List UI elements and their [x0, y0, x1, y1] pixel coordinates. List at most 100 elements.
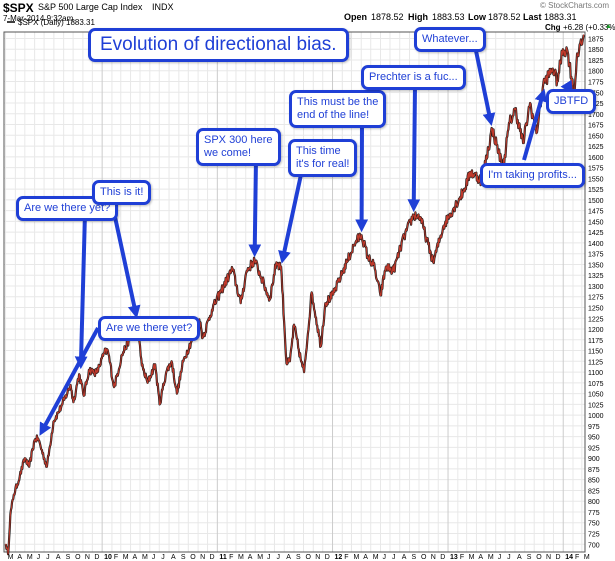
chg-label: Chg	[545, 23, 561, 32]
price-line	[5, 34, 585, 555]
chart-header: $SPX S&P 500 Large Cap Index INDX © Stoc…	[0, 0, 615, 34]
data-point	[285, 362, 288, 365]
x-tick-label: M	[27, 554, 33, 561]
data-point	[69, 384, 72, 386]
x-tick-label: N	[85, 554, 90, 561]
y-tick-label: 1775	[588, 80, 604, 87]
y-tick-label: 1850	[588, 47, 604, 54]
data-point	[246, 270, 248, 272]
data-point	[107, 349, 109, 352]
y-tick-label: 1575	[588, 166, 604, 173]
y-tick-label: 950	[588, 435, 600, 442]
callout-prechter: Prechter is a fuc...	[361, 65, 466, 90]
y-tick-label: 925	[588, 445, 600, 452]
data-point	[320, 345, 322, 347]
data-point	[72, 401, 75, 403]
data-point	[240, 302, 242, 304]
data-point	[379, 294, 382, 297]
x-tick-label: F	[575, 554, 579, 561]
data-point	[556, 80, 558, 83]
x-tick-label: A	[517, 554, 522, 561]
data-point	[355, 240, 357, 242]
watermark: © StockCharts.com	[540, 1, 610, 10]
data-point	[562, 48, 564, 50]
callout-spx-300: SPX 300 here we come!	[196, 128, 281, 166]
data-point	[61, 403, 63, 405]
callout-for-real: This time it's for real!	[288, 139, 358, 177]
x-tick-label: J	[46, 554, 50, 561]
data-point	[28, 466, 30, 468]
data-point	[413, 214, 415, 216]
y-tick-label: 1075	[588, 381, 604, 388]
x-tick-label: O	[190, 554, 196, 561]
x-tick-label: 14	[565, 554, 573, 561]
data-point	[367, 257, 369, 259]
y-tick-label: 1550	[588, 176, 604, 183]
x-tick-label: S	[412, 554, 417, 561]
x-tick-label: M	[373, 554, 379, 561]
chart-title-callout: Evolution of directional bias.	[88, 28, 349, 62]
data-point	[462, 190, 465, 192]
y-tick-label: 1150	[588, 349, 603, 356]
data-point	[535, 132, 537, 134]
y-tick-label: 1650	[588, 133, 604, 140]
data-point	[78, 373, 80, 375]
data-point	[121, 354, 123, 356]
data-point	[253, 259, 256, 261]
data-point	[583, 34, 585, 36]
data-point	[392, 270, 395, 272]
data-point	[146, 382, 149, 384]
data-point	[385, 266, 387, 268]
callout-this-is-it: This is it!	[92, 180, 152, 205]
data-point	[154, 363, 156, 365]
x-tick-label: F	[344, 554, 348, 561]
x-tick-label: A	[402, 554, 407, 561]
y-tick-label: 1700	[588, 112, 604, 119]
data-point	[443, 225, 445, 227]
x-tick-label: N	[200, 554, 205, 561]
y-tick-label: 1825	[588, 58, 604, 65]
x-tick-label: 10	[104, 554, 112, 561]
legend-label: $SPX (Daily) 1883.31	[18, 18, 95, 27]
data-point	[103, 352, 105, 354]
x-tick-label: 12	[335, 554, 343, 561]
arrow-there-yet-2	[39, 327, 100, 436]
y-tick-label: 1200	[588, 327, 604, 334]
x-tick-label: J	[382, 554, 386, 561]
data-point	[567, 50, 569, 52]
y-tick-label: 975	[588, 424, 600, 431]
data-point	[96, 372, 98, 374]
y-tick-label: 800	[588, 499, 600, 506]
data-point	[346, 261, 348, 263]
data-point	[403, 235, 405, 238]
y-tick-label: 1325	[588, 273, 604, 280]
data-point	[182, 360, 184, 362]
y-tick-label: 1025	[588, 402, 604, 409]
arrow-profits	[522, 88, 548, 161]
callout-there-yet-1: Are we there yet?	[16, 196, 119, 221]
y-tick-label: 750	[588, 521, 600, 528]
x-tick-label: N	[431, 554, 436, 561]
data-point	[580, 44, 583, 46]
x-tick-label: J	[276, 554, 280, 561]
x-tick-label: 13	[450, 554, 458, 561]
y-tick-label: 700	[588, 542, 600, 549]
y-tick-label: 1675	[588, 123, 604, 130]
arrow-this-is-it	[110, 202, 141, 319]
callout-profits: I'm taking profits...	[480, 163, 585, 188]
data-point	[52, 420, 55, 423]
x-tick-label: S	[66, 554, 71, 561]
low-value: 1878.52	[488, 12, 521, 22]
data-point	[293, 324, 295, 326]
data-point	[332, 293, 334, 296]
x-tick-label: J	[152, 554, 156, 561]
x-tick-label: S	[181, 554, 186, 561]
y-tick-label: 825	[588, 488, 600, 495]
y-tick-label: 1500	[588, 198, 604, 205]
x-tick-label: D	[325, 554, 330, 561]
y-tick-label: 1000	[588, 413, 604, 420]
data-point	[522, 142, 524, 144]
y-tick-label: 1250	[588, 305, 604, 312]
data-point	[529, 102, 531, 104]
